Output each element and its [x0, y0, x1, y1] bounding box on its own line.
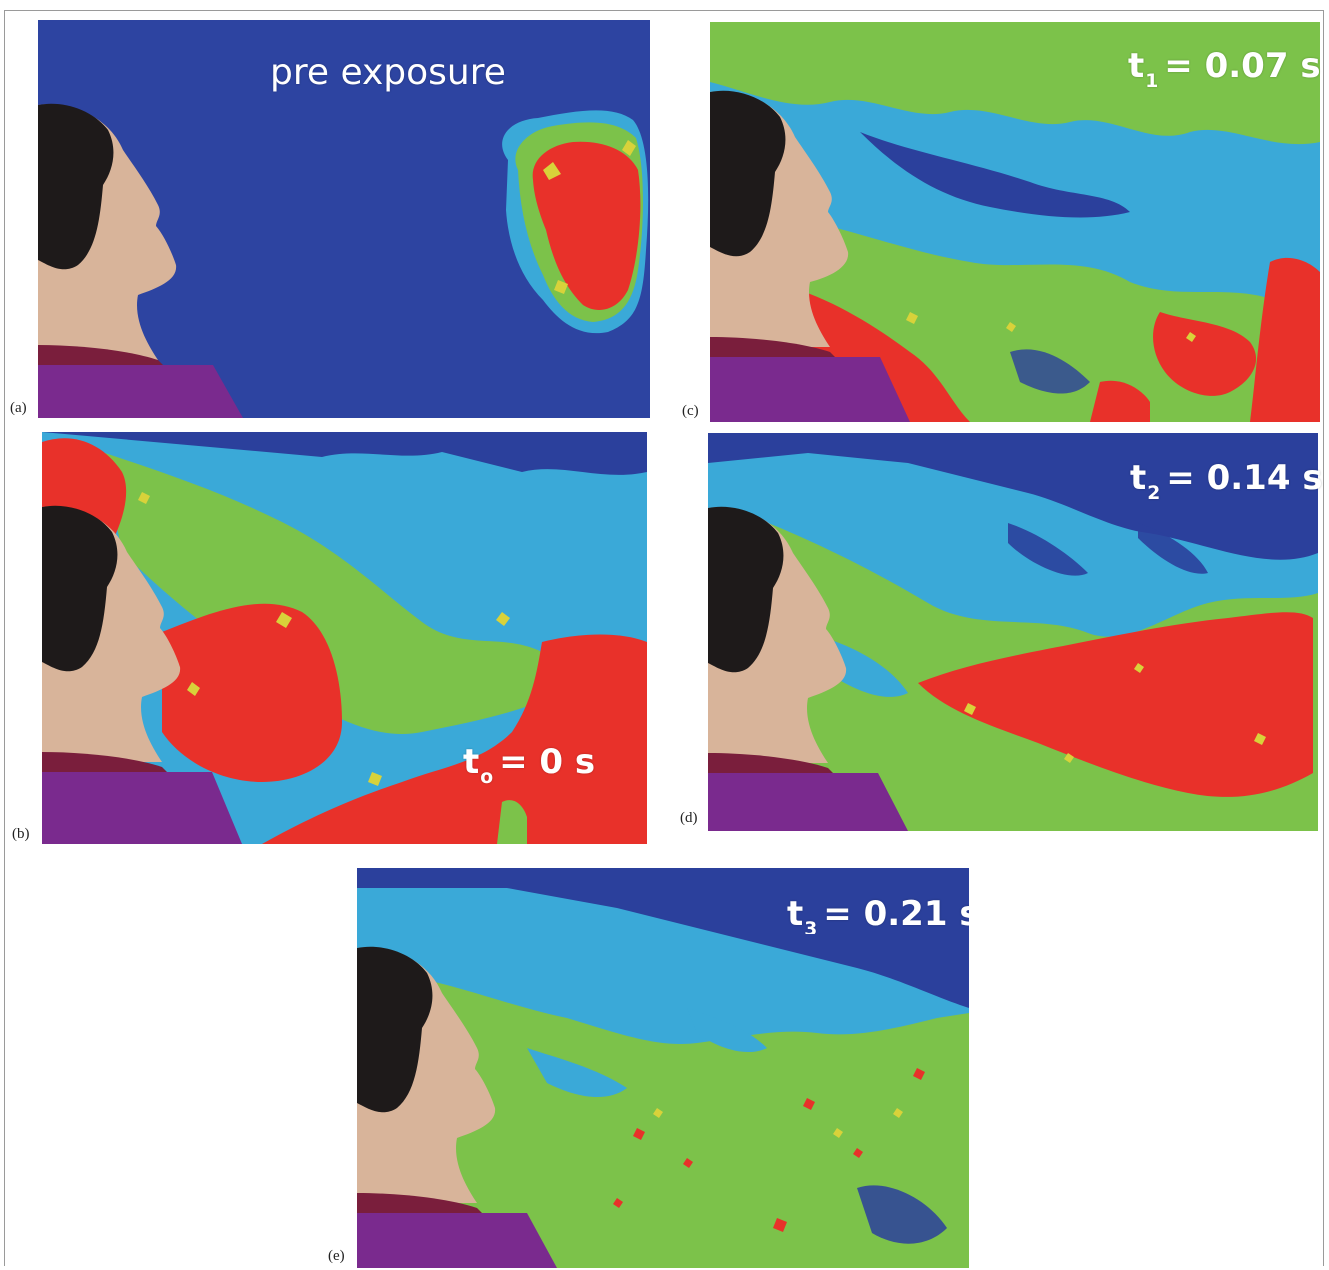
panel-e-label-t: t [787, 894, 804, 934]
panel-d-label: t2 = 0.14 s [1130, 458, 1323, 504]
panel-b-visualization [42, 432, 647, 844]
panel-a-letter: (a) [10, 400, 27, 416]
panel-a-image [38, 20, 650, 418]
panel-b-label-sub: o [480, 767, 494, 789]
figure-frame [4, 10, 1324, 1266]
panel-e-label: t3 = 0.21 s [787, 894, 969, 934]
panel-e-image [357, 868, 969, 1268]
panel-d-letter: (d) [680, 810, 698, 826]
panel-c-label-t: t [1128, 46, 1145, 86]
panel-d-visualization [708, 433, 1318, 831]
panel-d-label-rest: = 0.14 s [1166, 458, 1323, 498]
panel-e-letter: (e) [328, 1248, 345, 1264]
panel-d-image [708, 433, 1318, 831]
panel-a-label: pre exposure [270, 52, 506, 93]
panel-c-visualization [710, 22, 1320, 422]
panel-b-image [42, 432, 647, 844]
panel-a-visualization [38, 20, 650, 418]
panel-c-label-sub: 1 [1145, 71, 1159, 93]
panel-d-label-sub: 2 [1147, 483, 1161, 505]
panel-e-visualization [357, 868, 969, 1268]
panel-c-letter: (c) [682, 403, 699, 419]
panel-c-label-rest: = 0.07 s [1164, 46, 1321, 86]
panel-b-letter: (b) [12, 826, 30, 842]
panel-c-label: t1 = 0.07 s [1128, 46, 1321, 92]
panel-b-label-t: t [463, 742, 480, 782]
panel-e-label-sub: 3 [804, 919, 818, 934]
panel-b-label-rest: = 0 s [499, 742, 596, 782]
panel-b-label: to = 0 s [463, 742, 596, 788]
panel-e-label-rest: = 0.21 s [823, 894, 969, 934]
panel-d-label-t: t [1130, 458, 1147, 498]
panel-c-image [710, 22, 1320, 422]
panel-a-label-text: pre exposure [270, 52, 506, 93]
